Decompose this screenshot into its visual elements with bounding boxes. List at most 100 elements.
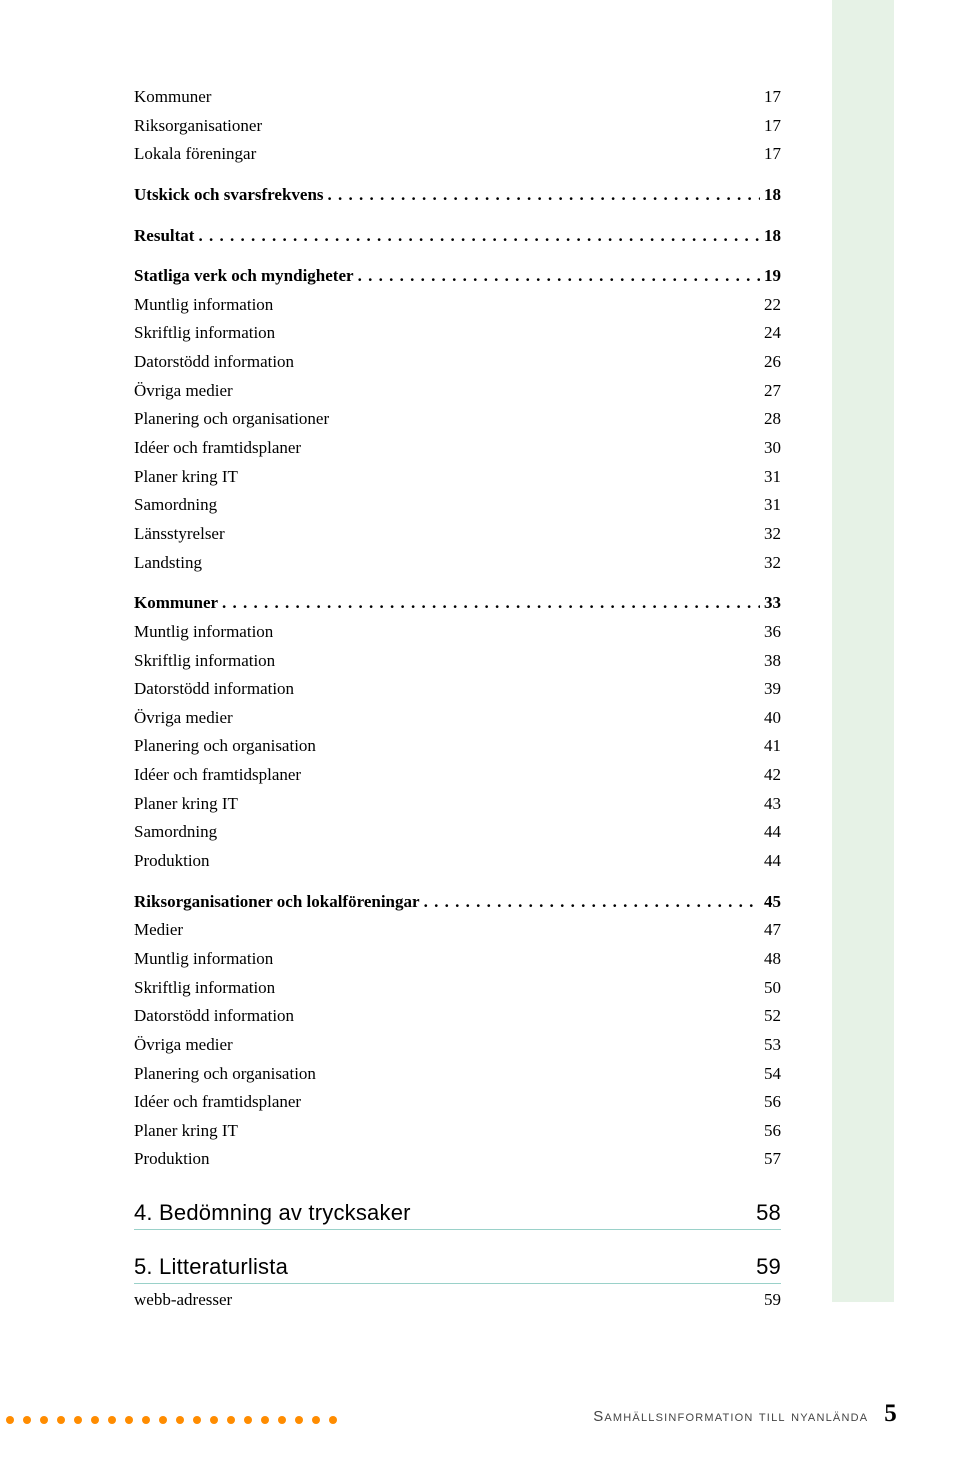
toc-leader — [275, 321, 764, 346]
toc-label: Produktion — [134, 1147, 210, 1172]
footer-dot — [312, 1416, 320, 1424]
toc-leader — [202, 551, 764, 576]
toc-page: 48 — [764, 947, 781, 972]
toc-label: Landsting — [134, 551, 202, 576]
toc-leader — [238, 465, 764, 490]
footer-dot — [23, 1416, 31, 1424]
toc-chapter-label: 4. Bedömning av trycksaker — [134, 1200, 411, 1226]
toc-row: Landsting32 — [134, 551, 781, 576]
toc-leader — [217, 820, 764, 845]
toc-chapter-page: 58 — [756, 1200, 781, 1226]
toc-label: Övriga medier — [134, 379, 233, 404]
toc-row: Idéer och framtidsplaner56 — [134, 1090, 781, 1115]
toc-leader — [225, 522, 764, 547]
spacer — [134, 1234, 781, 1254]
toc-row: Riksorganisationer17 — [134, 114, 781, 139]
toc-page: 17 — [764, 142, 781, 167]
footer-dots — [6, 1416, 337, 1424]
toc-leader — [273, 293, 764, 318]
toc-page: 44 — [764, 820, 781, 845]
toc-row: Muntlig information 36 — [134, 620, 781, 645]
toc-row: Datorstödd information39 — [134, 677, 781, 702]
toc-label: Lokala föreningar — [134, 142, 256, 167]
footer-text: Samhällsinformation till nyanlända 5 — [593, 1400, 898, 1428]
toc-chapter-page: 59 — [756, 1254, 781, 1280]
toc-page: 32 — [764, 522, 781, 547]
toc-leader: . . . . . . . . . . . . . . . . . . . . … — [358, 264, 760, 289]
toc-row: webb-adresser59 — [134, 1288, 781, 1313]
toc-row: Datorstödd information52 — [134, 1004, 781, 1029]
toc-label: Planering och organisationer — [134, 407, 329, 432]
footer-dot — [125, 1416, 133, 1424]
toc-page: 56 — [764, 1119, 781, 1144]
toc-page: 31 — [764, 465, 781, 490]
spacer — [134, 1176, 781, 1188]
toc-row: Produktion57 — [134, 1147, 781, 1172]
toc-label: Länsstyrelser — [134, 522, 225, 547]
toc-label: Produktion — [134, 849, 210, 874]
toc-label: Samordning — [134, 493, 217, 518]
toc-label: Muntlig information — [134, 293, 273, 318]
toc-label: Medier — [134, 918, 183, 943]
toc-leader — [262, 114, 764, 139]
toc-leader — [233, 706, 764, 731]
toc-page: 36 — [764, 620, 781, 645]
toc-page: 33 — [764, 591, 781, 616]
toc-leader — [329, 407, 764, 432]
toc-page: 19 — [764, 264, 781, 289]
toc-label: webb-adresser — [134, 1288, 232, 1313]
spacer — [134, 878, 781, 890]
toc-leader — [301, 436, 764, 461]
toc-row: Planering och organisation 54 — [134, 1062, 781, 1087]
toc-label: Kommuner — [134, 85, 211, 110]
toc-row: Lokala föreningar 17 — [134, 142, 781, 167]
footer-dot — [261, 1416, 269, 1424]
toc-page: 31 — [764, 493, 781, 518]
toc-page: 53 — [764, 1033, 781, 1058]
toc-leader — [275, 976, 764, 1001]
toc-page: 50 — [764, 976, 781, 1001]
toc-leader — [294, 677, 764, 702]
footer-dot — [40, 1416, 48, 1424]
toc-row: Skriftlig information 50 — [134, 976, 781, 1001]
toc-leader — [273, 620, 764, 645]
toc-label: Övriga medier — [134, 1033, 233, 1058]
toc-leader: . . . . . . . . . . . . . . . . . . . . … — [198, 224, 760, 249]
toc-heading-row: Utskick och svarsfrekvens . . . . . . . … — [134, 183, 781, 208]
footer-dot — [91, 1416, 99, 1424]
toc-leader — [233, 1033, 764, 1058]
toc-page: 52 — [764, 1004, 781, 1029]
toc-label: Skriftlig information — [134, 976, 275, 1001]
toc-row: Medier 47 — [134, 918, 781, 943]
toc-page: 54 — [764, 1062, 781, 1087]
toc-leader — [294, 1004, 764, 1029]
toc-leader — [301, 1090, 764, 1115]
toc-heading-row: Statliga verk och myndigheter . . . . . … — [134, 264, 781, 289]
toc-label: Planering och organisation — [134, 1062, 316, 1087]
toc-chapter-label: 5. Litteraturlista — [134, 1254, 288, 1280]
toc-leader — [301, 763, 764, 788]
toc-content: Kommuner17Riksorganisationer17Lokala för… — [134, 85, 781, 1317]
toc-heading-row: Resultat . . . . . . . . . . . . . . . .… — [134, 224, 781, 249]
toc-leader — [316, 1062, 764, 1087]
toc-page: 41 — [764, 734, 781, 759]
toc-leader: . . . . . . . . . . . . . . . . . . . . … — [222, 591, 760, 616]
footer-dot — [193, 1416, 201, 1424]
toc-row: Övriga medier 53 — [134, 1033, 781, 1058]
toc-page: 22 — [764, 293, 781, 318]
spacer — [134, 252, 781, 264]
footer-dot — [6, 1416, 14, 1424]
footer-dot — [295, 1416, 303, 1424]
toc-label: Planering och organisation — [134, 734, 316, 759]
toc-row: Samordning44 — [134, 820, 781, 845]
toc-page: 40 — [764, 706, 781, 731]
toc-page: 45 — [764, 890, 781, 915]
toc-leader — [238, 792, 764, 817]
toc-label: Muntlig information — [134, 620, 273, 645]
toc-leader: . . . . . . . . . . . . . . . . . . . . … — [328, 183, 760, 208]
toc-page: 47 — [764, 918, 781, 943]
toc-label: Riksorganisationer — [134, 114, 262, 139]
toc-label: Idéer och framtidsplaner — [134, 1090, 301, 1115]
toc-page: 39 — [764, 677, 781, 702]
toc-row: Kommuner17 — [134, 85, 781, 110]
